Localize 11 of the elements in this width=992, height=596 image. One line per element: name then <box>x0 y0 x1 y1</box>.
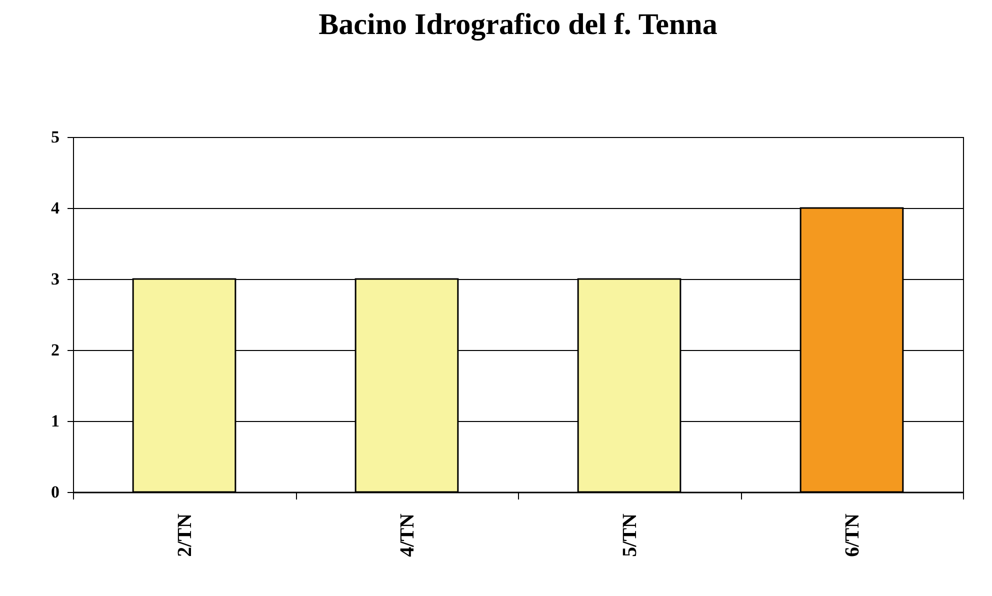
x-tick-label: 4/TN <box>396 512 418 557</box>
x-tick-label: 2/TN <box>174 512 196 557</box>
x-tick-label: 6/TN <box>841 512 864 557</box>
chart-title: Bacino Idrografico del f. Tenna <box>318 8 718 41</box>
y-tick-label: 5 <box>51 128 60 146</box>
y-tick-label: 3 <box>51 270 60 288</box>
y-tick-label: 4 <box>51 198 60 218</box>
y-tick-label: 1 <box>51 412 60 430</box>
y-tick-label: 0 <box>51 482 60 502</box>
x-tick-label: 5/TN <box>618 512 641 557</box>
y-tick-label: 2 <box>51 340 60 360</box>
